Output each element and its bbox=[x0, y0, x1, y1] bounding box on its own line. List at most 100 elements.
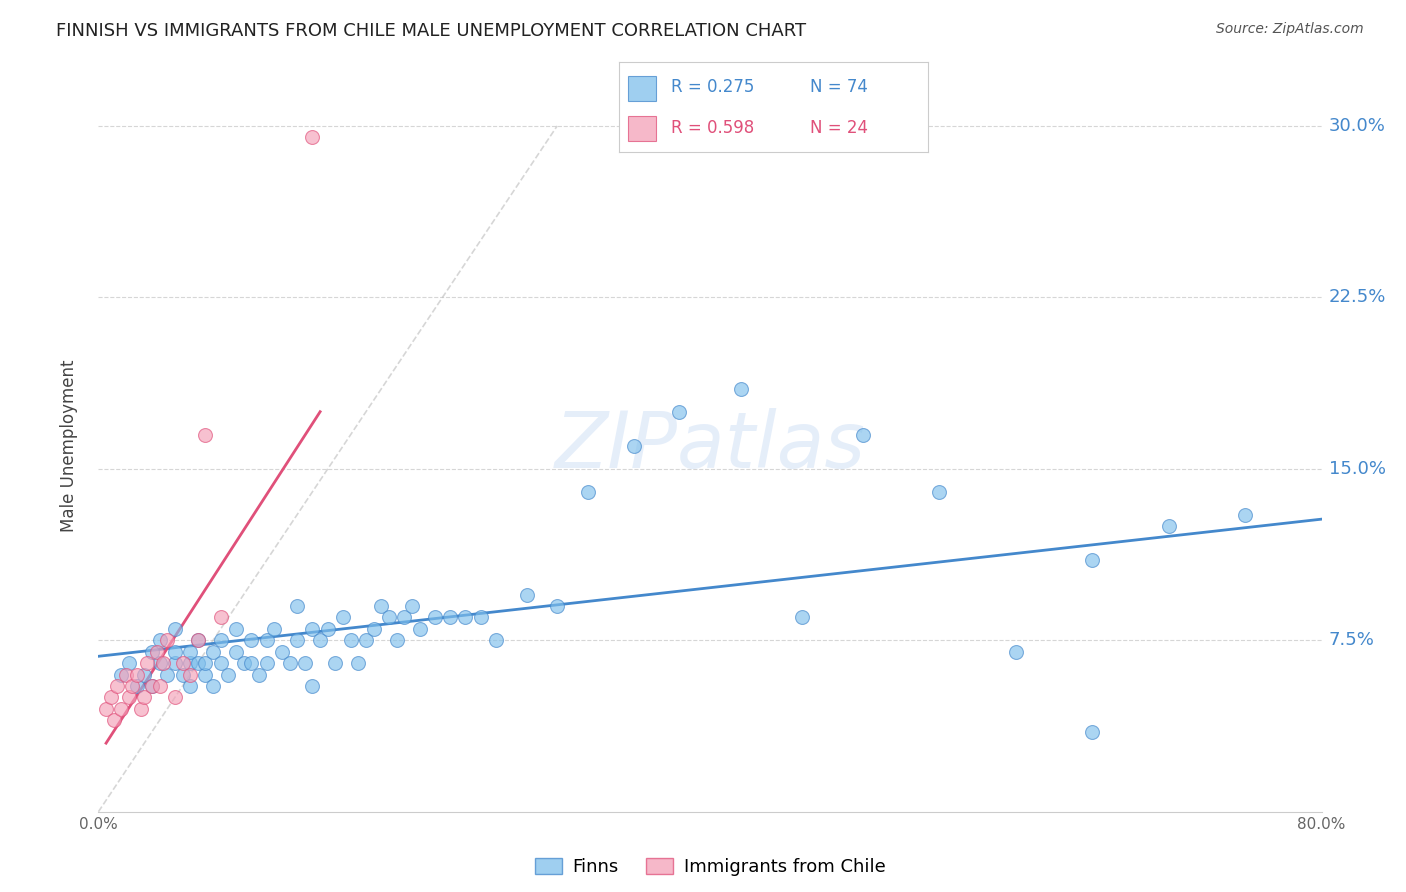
Point bbox=[294, 656, 316, 670]
Point bbox=[354, 633, 377, 648]
Point bbox=[209, 656, 232, 670]
Text: ZIPatlas: ZIPatlas bbox=[554, 408, 866, 484]
Point bbox=[240, 656, 263, 670]
Point bbox=[149, 679, 172, 693]
Point bbox=[163, 645, 186, 659]
Point bbox=[179, 679, 201, 693]
Point bbox=[1157, 519, 1180, 533]
Point bbox=[378, 610, 401, 624]
Point bbox=[623, 439, 645, 453]
Point bbox=[163, 622, 186, 636]
Point bbox=[163, 656, 186, 670]
Text: N = 74: N = 74 bbox=[810, 78, 869, 96]
Point bbox=[141, 679, 163, 693]
Point bbox=[385, 633, 408, 648]
Point bbox=[225, 645, 247, 659]
Point bbox=[202, 645, 225, 659]
Point bbox=[309, 633, 332, 648]
Text: 30.0%: 30.0% bbox=[1329, 117, 1385, 135]
Point bbox=[301, 679, 323, 693]
Point bbox=[134, 690, 156, 705]
Point bbox=[790, 610, 813, 624]
Text: 7.5%: 7.5% bbox=[1329, 632, 1375, 649]
Point bbox=[285, 633, 308, 648]
Point bbox=[339, 633, 361, 648]
Point bbox=[156, 667, 179, 681]
Point bbox=[187, 656, 209, 670]
Point bbox=[301, 130, 323, 145]
Point bbox=[179, 656, 201, 670]
Point bbox=[256, 633, 278, 648]
Point bbox=[129, 702, 152, 716]
Point bbox=[121, 679, 143, 693]
Point bbox=[454, 610, 477, 624]
Point bbox=[730, 382, 752, 396]
Legend: Finns, Immigrants from Chile: Finns, Immigrants from Chile bbox=[527, 850, 893, 883]
FancyBboxPatch shape bbox=[628, 116, 655, 141]
Point bbox=[163, 690, 186, 705]
Point bbox=[332, 610, 354, 624]
Point bbox=[194, 667, 217, 681]
Point bbox=[256, 656, 278, 670]
Point bbox=[347, 656, 370, 670]
Point bbox=[301, 622, 323, 636]
Point bbox=[141, 679, 163, 693]
Point bbox=[134, 667, 156, 681]
Point bbox=[209, 610, 232, 624]
Point bbox=[668, 405, 690, 419]
Point bbox=[439, 610, 461, 624]
Point bbox=[115, 667, 138, 681]
Point bbox=[110, 702, 132, 716]
Text: R = 0.275: R = 0.275 bbox=[671, 78, 755, 96]
Point bbox=[100, 690, 122, 705]
Point bbox=[194, 656, 217, 670]
Point bbox=[370, 599, 392, 613]
Point bbox=[118, 690, 141, 705]
Point bbox=[194, 427, 217, 442]
Text: N = 24: N = 24 bbox=[810, 119, 869, 136]
Point bbox=[172, 667, 194, 681]
Point bbox=[187, 633, 209, 648]
Point bbox=[179, 667, 201, 681]
Point bbox=[485, 633, 508, 648]
Point bbox=[316, 622, 339, 636]
Point bbox=[263, 622, 285, 636]
Point bbox=[105, 679, 128, 693]
Point bbox=[1081, 724, 1104, 739]
Point bbox=[172, 656, 194, 670]
Point bbox=[187, 633, 209, 648]
Point bbox=[103, 714, 125, 728]
Point bbox=[125, 679, 148, 693]
Point bbox=[232, 656, 254, 670]
Text: FINNISH VS IMMIGRANTS FROM CHILE MALE UNEMPLOYMENT CORRELATION CHART: FINNISH VS IMMIGRANTS FROM CHILE MALE UN… bbox=[56, 22, 807, 40]
Point bbox=[1004, 645, 1026, 659]
Point bbox=[392, 610, 416, 624]
Text: Source: ZipAtlas.com: Source: ZipAtlas.com bbox=[1216, 22, 1364, 37]
Point bbox=[217, 667, 239, 681]
Point bbox=[156, 633, 179, 648]
Point bbox=[149, 656, 172, 670]
Point bbox=[516, 588, 538, 602]
Point bbox=[247, 667, 270, 681]
Point bbox=[423, 610, 446, 624]
Point bbox=[141, 645, 163, 659]
Point bbox=[152, 656, 174, 670]
Point bbox=[94, 702, 117, 716]
FancyBboxPatch shape bbox=[628, 76, 655, 101]
Point bbox=[852, 427, 875, 442]
Text: 22.5%: 22.5% bbox=[1329, 288, 1386, 307]
Point bbox=[1234, 508, 1257, 522]
Point bbox=[1081, 553, 1104, 567]
Point bbox=[363, 622, 385, 636]
Point bbox=[240, 633, 263, 648]
Point bbox=[118, 656, 141, 670]
Point bbox=[125, 667, 148, 681]
Point bbox=[110, 667, 132, 681]
Text: 15.0%: 15.0% bbox=[1329, 460, 1386, 478]
Point bbox=[576, 484, 599, 499]
Point bbox=[149, 633, 172, 648]
Point bbox=[145, 645, 167, 659]
Point bbox=[270, 645, 292, 659]
Point bbox=[285, 599, 308, 613]
Point bbox=[401, 599, 423, 613]
